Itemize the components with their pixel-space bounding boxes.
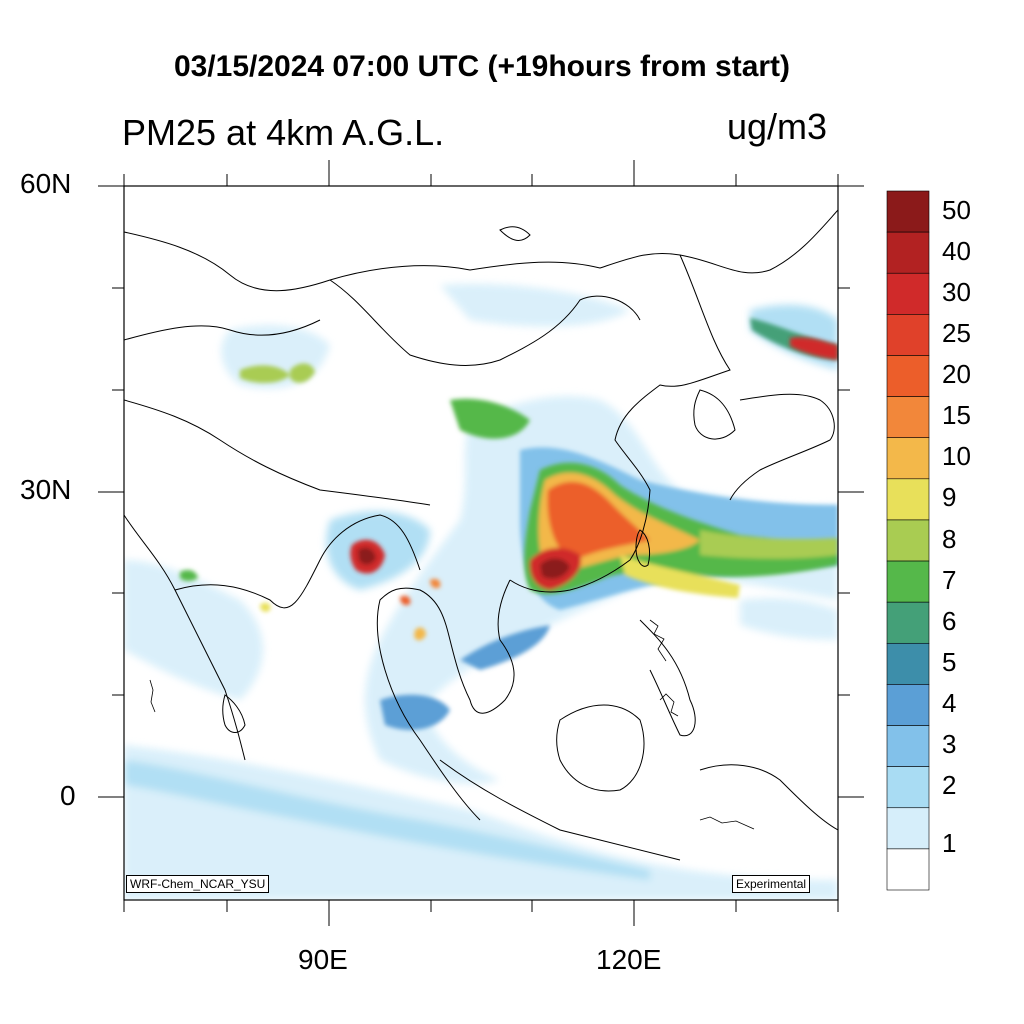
colorbar-label: 8 bbox=[942, 523, 957, 554]
colorbar-swatch bbox=[886, 684, 930, 726]
colorbar-swatch bbox=[886, 231, 930, 274]
colorbar-label: 25 bbox=[942, 317, 971, 348]
colorbar-swatch bbox=[886, 519, 930, 562]
variable-label: PM25 at 4km A.G.L. bbox=[122, 112, 445, 153]
colorbar-label: 15 bbox=[942, 400, 971, 431]
colorbar-swatch bbox=[886, 848, 930, 891]
coastlines bbox=[124, 209, 838, 861]
colorbar-label: 9 bbox=[942, 482, 957, 513]
colorbar bbox=[886, 190, 930, 891]
colorbar-label: 7 bbox=[942, 564, 957, 595]
colorbar-label: 10 bbox=[942, 441, 971, 472]
colorbar-label: 4 bbox=[942, 687, 957, 718]
colorbar-swatch bbox=[886, 560, 930, 603]
map-frame bbox=[123, 185, 839, 901]
colorbar-label: 1 bbox=[942, 827, 957, 858]
colorbar-label: 2 bbox=[942, 770, 957, 801]
colorbar-label: 3 bbox=[942, 729, 957, 760]
colorbar-swatch bbox=[886, 478, 930, 521]
lon-label-90e: 90E bbox=[298, 944, 348, 975]
colorbar-label: 40 bbox=[942, 235, 971, 266]
colorbar-label: 5 bbox=[942, 646, 957, 677]
model-tag: WRF-Chem_NCAR_YSU bbox=[126, 875, 270, 893]
colorbar-swatch bbox=[886, 601, 930, 644]
pm25-field bbox=[124, 186, 838, 900]
colorbar-swatch bbox=[886, 437, 930, 480]
lon-label-120e: 120E bbox=[596, 944, 662, 975]
chart-title: 03/15/2024 07:00 UTC (+19hours from star… bbox=[173, 50, 791, 83]
colorbar-label: 6 bbox=[942, 605, 957, 636]
colorbar-label: 30 bbox=[942, 276, 971, 307]
colorbar-swatch bbox=[886, 725, 930, 767]
lat-label-60n: 60N bbox=[20, 168, 72, 199]
colorbar-swatch bbox=[886, 355, 930, 397]
colorbar-label: 50 bbox=[942, 194, 971, 225]
axis-ticks bbox=[98, 160, 864, 926]
colorbar-swatch bbox=[886, 807, 930, 850]
colorbar-label: 20 bbox=[942, 359, 971, 390]
status-tag: Experimental bbox=[732, 875, 811, 893]
colorbar-swatch bbox=[886, 396, 930, 439]
lat-label-30n: 30N bbox=[20, 474, 72, 505]
units-label: ug/m3 bbox=[727, 106, 828, 147]
colorbar-swatch bbox=[886, 766, 930, 809]
colorbar-swatch bbox=[886, 314, 930, 356]
colorbar-swatch bbox=[886, 272, 930, 315]
colorbar-swatch bbox=[886, 642, 930, 685]
colorbar-swatch bbox=[886, 190, 930, 233]
lat-label-0: 0 bbox=[60, 780, 76, 811]
